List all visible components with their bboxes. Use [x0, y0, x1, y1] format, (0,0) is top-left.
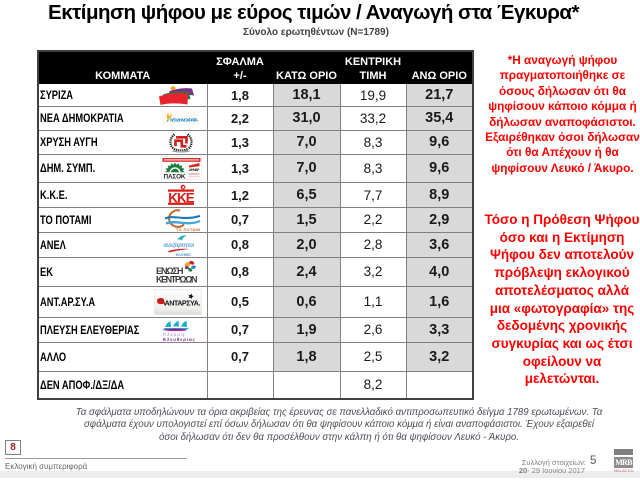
svg-text:ΠΑΣΟΚ: ΠΑΣΟΚ — [163, 174, 185, 180]
svg-text:ΑΝΤΑΡΣΥΑ.: ΑΝΤΑΡΣΥΑ. — [164, 298, 200, 307]
svg-text:ΕΝΩΣΗ: ΕΝΩΣΗ — [156, 266, 184, 276]
svg-text:ΕΛΛΗΝΕΣ: ΕΛΛΗΝΕΣ — [176, 253, 191, 257]
svg-text:Ελευθερίας: Ελευθερίας — [163, 337, 196, 342]
svg-text:ΤΟ ΠΟΤΑΜΙ: ΤΟ ΠΟΤΑΜΙ — [176, 228, 201, 232]
svg-text:ΔΗΜΑΡ: ΔΗΜΑΡ — [189, 168, 200, 172]
svg-text:KKE: KKE — [168, 190, 194, 205]
svg-text:ΚΕΝΤΡΩΩΝ: ΚΕΝΤΡΩΩΝ — [156, 274, 198, 283]
svg-text:ανεξάρτητοι: ανεξάρτητοι — [163, 243, 194, 249]
svg-text:ΝΕΑ ΔΗΜΟΚΡΑΤΙΑ: ΝΕΑ ΔΗΜΟΚΡΑΤΙΑ — [170, 118, 199, 123]
svg-text:Πλεύση: Πλεύση — [163, 332, 184, 337]
